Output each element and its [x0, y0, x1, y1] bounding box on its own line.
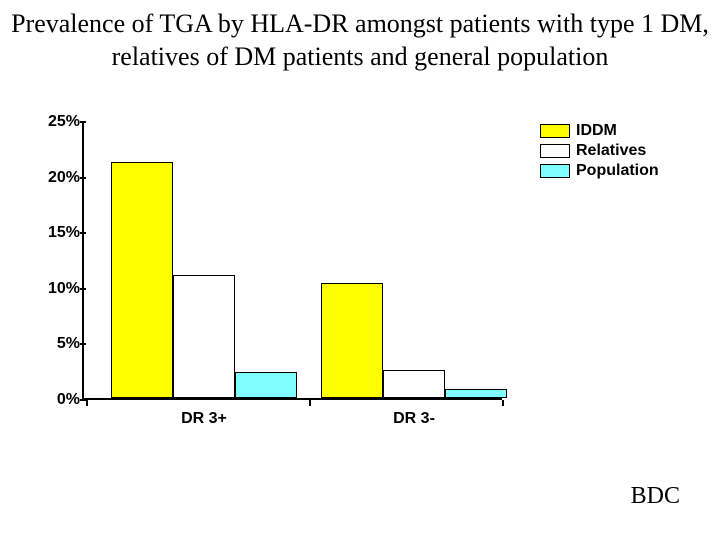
x-tick — [309, 400, 311, 406]
x-group-label: DR 3+ — [114, 410, 294, 428]
bar-iddm-dr3- — [321, 283, 383, 398]
y-tick-label: 15% — [32, 224, 80, 242]
legend-label: Relatives — [576, 142, 646, 160]
y-tick-label: 20% — [32, 169, 80, 187]
y-tick-label: 25% — [32, 113, 80, 131]
y-tick-label: 0% — [32, 391, 80, 409]
footer-label: BDC — [631, 483, 680, 510]
plot-area: 0%5%10%15%20%25%DR 3+DR 3- — [82, 122, 502, 400]
bar-relatives-dr3+ — [173, 275, 235, 398]
legend-label: IDDM — [576, 122, 617, 140]
bar-population-dr3+ — [235, 372, 297, 398]
bar-population-dr3- — [445, 389, 507, 398]
bar-iddm-dr3+ — [111, 162, 173, 398]
chart-title: Prevalence of TGA by HLA-DR amongst pati… — [0, 8, 720, 73]
legend-item-relatives: Relatives — [540, 142, 659, 160]
x-tick — [502, 400, 504, 406]
bar-relatives-dr3- — [383, 370, 445, 398]
legend-item-population: Population — [540, 162, 659, 180]
y-tick-label: 10% — [32, 280, 80, 298]
legend-swatch-icon — [540, 124, 570, 138]
legend-swatch-icon — [540, 144, 570, 158]
x-group-label: DR 3- — [324, 410, 504, 428]
legend-label: Population — [576, 162, 659, 180]
legend-item-iddm: IDDM — [540, 122, 659, 140]
y-tick-label: 5% — [32, 335, 80, 353]
legend: IDDM Relatives Population — [540, 122, 659, 182]
legend-swatch-icon — [540, 164, 570, 178]
x-tick — [86, 400, 88, 406]
